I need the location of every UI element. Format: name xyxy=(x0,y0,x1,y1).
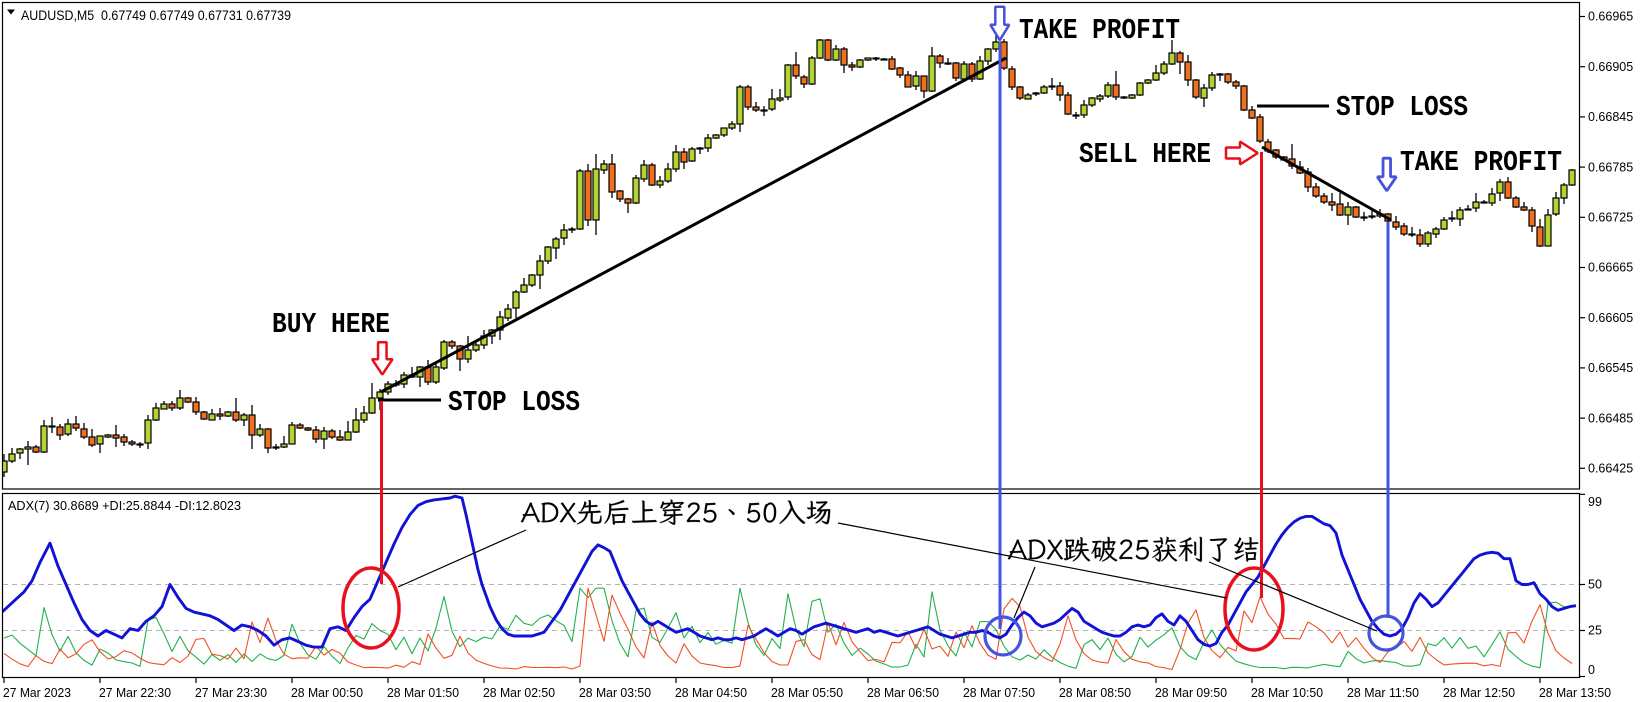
svg-text:TAKE PROFIT: TAKE PROFIT xyxy=(1019,14,1180,47)
svg-text:27 Mar 2023: 27 Mar 2023 xyxy=(3,686,71,700)
svg-text:0.66725: 0.66725 xyxy=(1588,211,1633,225)
svg-text:28 Mar 13:50: 28 Mar 13:50 xyxy=(1539,686,1611,700)
svg-text:25: 25 xyxy=(1588,624,1602,638)
svg-text:0: 0 xyxy=(1588,663,1595,677)
svg-text:0.66905: 0.66905 xyxy=(1588,60,1633,74)
svg-text:28 Mar 08:50: 28 Mar 08:50 xyxy=(1059,686,1131,700)
svg-text:STOP LOSS: STOP LOSS xyxy=(1336,91,1468,124)
svg-text:BUY HERE: BUY HERE xyxy=(272,308,390,341)
svg-text:28 Mar 10:50: 28 Mar 10:50 xyxy=(1251,686,1323,700)
svg-text:28 Mar 01:50: 28 Mar 01:50 xyxy=(387,686,459,700)
svg-text:STOP LOSS: STOP LOSS xyxy=(448,386,580,419)
svg-text:0.66845: 0.66845 xyxy=(1588,110,1633,124)
svg-text:28 Mar 11:50: 28 Mar 11:50 xyxy=(1347,686,1419,700)
svg-text:28 Mar 06:50: 28 Mar 06:50 xyxy=(867,686,939,700)
svg-text:SELL HERE: SELL HERE xyxy=(1079,138,1211,171)
svg-text:0.66965: 0.66965 xyxy=(1588,10,1633,24)
svg-text:28 Mar 03:50: 28 Mar 03:50 xyxy=(579,686,651,700)
svg-text:50: 50 xyxy=(1588,578,1602,592)
svg-text:28 Mar 07:50: 28 Mar 07:50 xyxy=(963,686,1035,700)
svg-text:28 Mar 12:50: 28 Mar 12:50 xyxy=(1443,686,1515,700)
svg-text:0.66425: 0.66425 xyxy=(1588,462,1633,476)
svg-text:ADX(7) 30.8689 +DI:25.8844 -DI: ADX(7) 30.8689 +DI:25.8844 -DI:12.8023 xyxy=(8,499,241,513)
svg-text:28 Mar 05:50: 28 Mar 05:50 xyxy=(771,686,843,700)
svg-text:AUDUSD,M5 0.67749 0.67749 0.6: AUDUSD,M5 0.67749 0.67749 0.67731 0.6773… xyxy=(21,8,291,23)
svg-text:0.66605: 0.66605 xyxy=(1588,311,1633,325)
svg-text:28 Mar 02:50: 28 Mar 02:50 xyxy=(483,686,555,700)
svg-text:0.66785: 0.66785 xyxy=(1588,160,1633,174)
svg-text:0.66545: 0.66545 xyxy=(1588,361,1633,375)
svg-text:28 Mar 00:50: 28 Mar 00:50 xyxy=(291,686,363,700)
svg-text:28 Mar 04:50: 28 Mar 04:50 xyxy=(675,686,747,700)
svg-text:99: 99 xyxy=(1588,495,1602,509)
svg-text:27 Mar 23:30: 27 Mar 23:30 xyxy=(195,686,267,700)
svg-text:28 Mar 09:50: 28 Mar 09:50 xyxy=(1155,686,1227,700)
svg-text:0.66485: 0.66485 xyxy=(1588,411,1633,425)
svg-text:TAKE PROFIT: TAKE PROFIT xyxy=(1400,146,1562,179)
svg-text:27 Mar 22:30: 27 Mar 22:30 xyxy=(99,686,171,700)
svg-text:0.66665: 0.66665 xyxy=(1588,261,1633,275)
